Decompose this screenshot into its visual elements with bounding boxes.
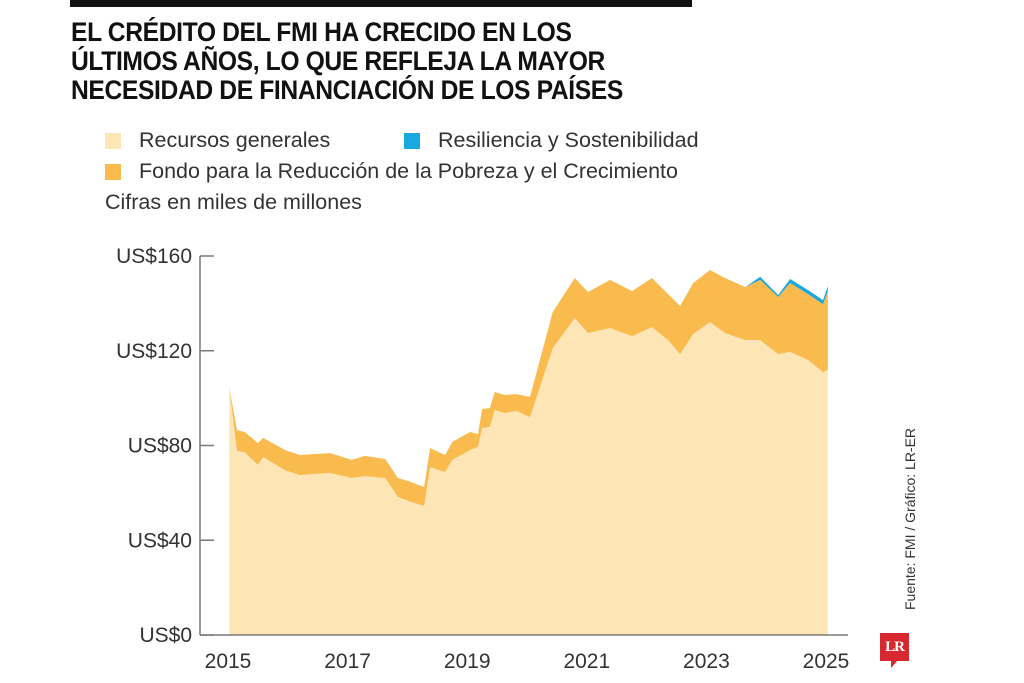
legend-item-recursos-generales: Recursos generales <box>105 128 330 153</box>
source-note: Fuente: FMI / Gráfico: LR-ER <box>902 427 918 610</box>
legend-label: Fondo para la Reducción de la Pobreza y … <box>139 159 678 183</box>
legend-item-resiliencia: Resiliencia y Sostenibilidad <box>404 128 699 153</box>
legend-swatch-resiliencia <box>404 132 420 149</box>
area-recursos-generales <box>229 318 828 635</box>
x-tick-label: 2023 <box>683 650 730 673</box>
x-tick-label: 2017 <box>324 650 371 673</box>
legend-item-prgt: Fondo para la Reducción de la Pobreza y … <box>105 159 678 184</box>
y-tick-label: US$80 <box>128 435 192 458</box>
y-tick-label: US$160 <box>116 245 192 268</box>
top-rule <box>70 0 692 7</box>
x-tick-label: 2019 <box>444 650 491 673</box>
x-tick-label: 2015 <box>205 650 252 673</box>
axes-group: US$0 US$40 US$80 US$120 US$160 2015 2017 2019 20… <box>116 245 849 673</box>
legend-swatch-prgt <box>105 163 121 180</box>
legend-swatch-recursos-generales <box>105 132 121 149</box>
y-tick-label: US$120 <box>116 340 192 363</box>
x-tick-label: 2021 <box>563 650 610 673</box>
y-tick-label: US$0 <box>139 624 192 647</box>
x-tick-label: 2025 <box>803 650 850 673</box>
y-tick-label: US$40 <box>128 529 192 552</box>
legend-label: Resiliencia y Sostenibilidad <box>438 128 699 152</box>
area-fondo-para-la-reduccion-de-la-pobreza-y-el-crecimiento <box>229 270 828 506</box>
areas-group <box>229 270 828 635</box>
units-note: Cifras en miles de millones <box>105 190 362 214</box>
lr-logo-tail <box>891 660 898 668</box>
legend-label: Recursos generales <box>139 128 331 152</box>
chart-title: EL CRÉDITO DEL FMI HA CRECIDO EN LOS ÚLTI… <box>71 17 623 105</box>
lr-logo: LR <box>880 633 909 661</box>
